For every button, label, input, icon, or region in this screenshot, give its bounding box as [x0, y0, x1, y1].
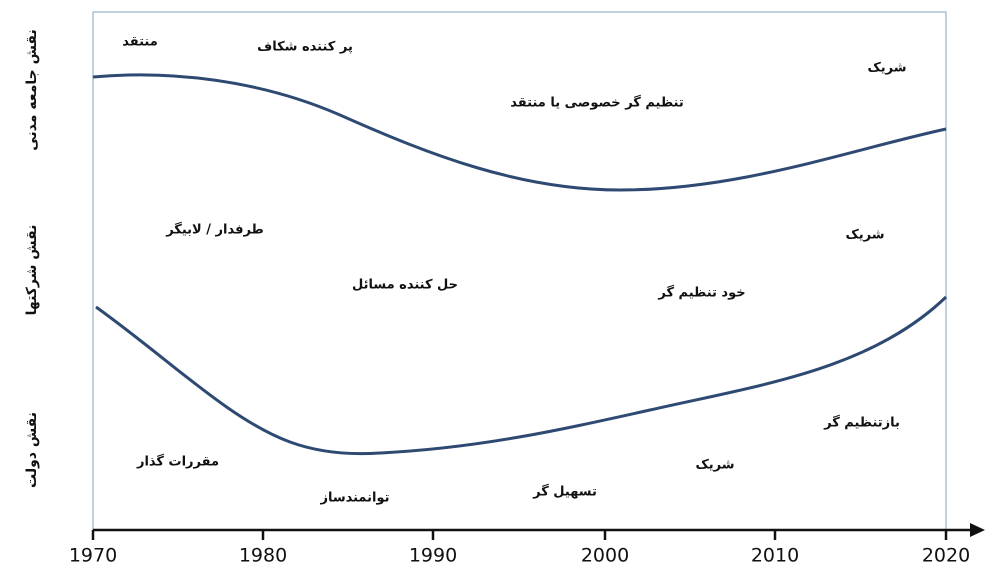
region-label: تنظیم گر خصوصی یا منتقد — [510, 95, 683, 111]
x-tick-label: 1980 — [239, 545, 287, 567]
x-tick-label: 2010 — [751, 545, 799, 567]
region-label: شریک — [867, 61, 906, 76]
x-tick-label: 2000 — [581, 545, 629, 567]
region-label: پر کننده شکاف — [257, 40, 353, 55]
region-label: توانمندساز — [319, 491, 389, 506]
frame — [92, 11, 947, 531]
region-label: منتقد — [122, 35, 158, 50]
region-label: شریک — [845, 228, 884, 243]
x-tick-label: 1990 — [409, 545, 457, 567]
x-tick-label: 2020 — [922, 545, 970, 567]
row-label: نقش شرکتها — [24, 225, 40, 316]
region-label: تسهیل گر — [532, 484, 597, 500]
region-label: بازتنظیم گر — [823, 415, 900, 431]
row-label: نقش جامعه مدنی — [24, 29, 40, 150]
region-label: حل کننده مسائل — [352, 278, 458, 293]
region-label: خود تنظیم گر — [657, 285, 745, 301]
x-tick-label: 1970 — [69, 545, 117, 567]
upper-boundary — [92, 73, 947, 192]
lower-boundary — [95, 295, 948, 456]
axis-arrow — [970, 523, 985, 537]
region-label: مقررات گذار — [136, 454, 219, 470]
region-label: طرفدار / لابیگر — [165, 222, 264, 238]
row-label: نقش دولت — [24, 412, 40, 488]
region-label: شریک — [695, 458, 734, 473]
